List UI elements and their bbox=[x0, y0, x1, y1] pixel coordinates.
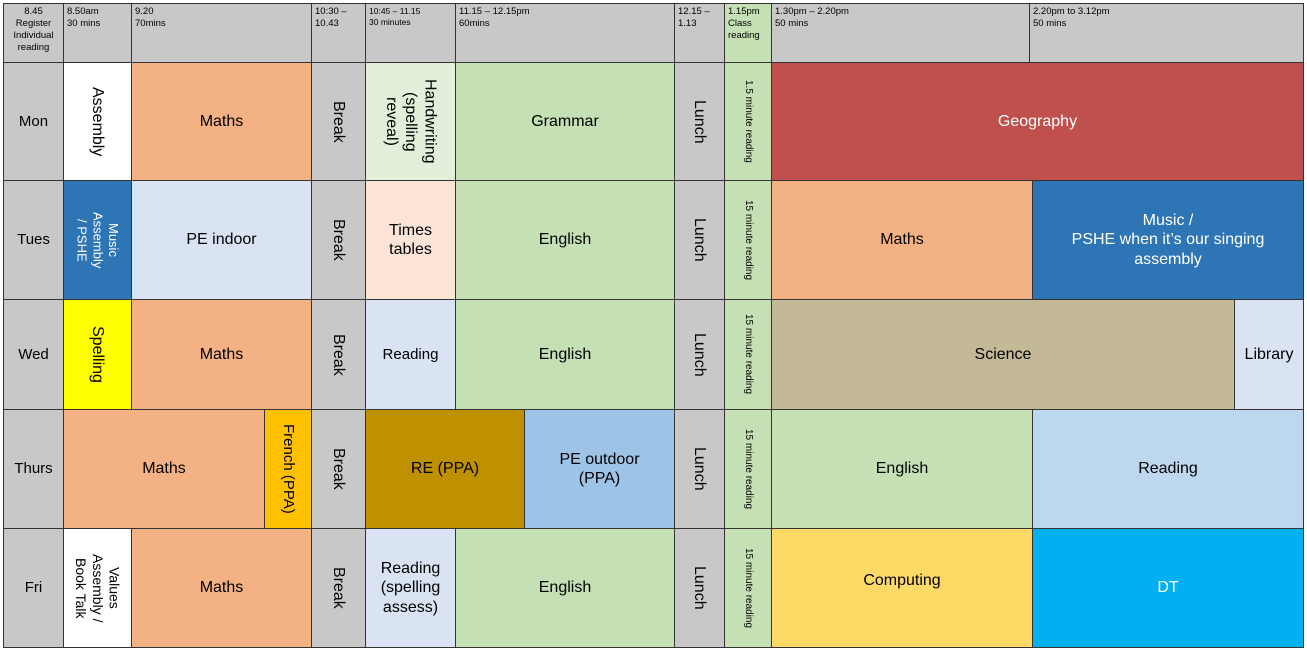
wed-english: English bbox=[455, 299, 675, 410]
day-mon: Mon bbox=[3, 62, 64, 181]
fri-class-reading: 15 minute reading bbox=[724, 528, 772, 648]
day-tue: Tues bbox=[3, 180, 64, 300]
tue-lunch: Lunch bbox=[674, 180, 725, 300]
fri-break: Break bbox=[311, 528, 366, 648]
header-1115: 11.15 – 12.15pm 60mins bbox=[455, 3, 675, 63]
header-1045: 10:45 – 11.15 30 minutes bbox=[365, 3, 456, 63]
wed-science: Science bbox=[771, 299, 1235, 410]
thu-lunch: Lunch bbox=[674, 409, 725, 529]
fri-lunch: Lunch bbox=[674, 528, 725, 648]
thu-class-reading: 15 minute reading bbox=[724, 409, 772, 529]
day-thu: Thurs bbox=[3, 409, 64, 529]
header-220: 2.20pm to 3.12pm 50 mins bbox=[1029, 3, 1304, 63]
thu-maths: Maths bbox=[63, 409, 265, 529]
tue-times-tables: Times tables bbox=[365, 180, 456, 300]
tue-pe-indoor: PE indoor bbox=[131, 180, 312, 300]
mon-assembly: Assembly bbox=[63, 62, 132, 181]
mon-handwriting: Handwriting (spelling reveal) bbox=[365, 62, 456, 181]
wed-reading: Reading bbox=[365, 299, 456, 410]
fri-values-assembly: Values Assembly / Book Talk bbox=[63, 528, 132, 648]
fri-reading: Reading (spelling assess) bbox=[365, 528, 456, 648]
header-850: 8.50am 30 mins bbox=[63, 3, 132, 63]
header-130: 1.30pm – 2.20pm 50 mins bbox=[771, 3, 1030, 63]
fri-dt: DT bbox=[1032, 528, 1304, 648]
timetable: 8.45 Register Individual reading 8.50am … bbox=[3, 3, 1304, 648]
thu-pe-outdoor: PE outdoor (PPA) bbox=[524, 409, 675, 529]
mon-class-reading: 1.5 minute reading bbox=[724, 62, 772, 181]
tue-music-pshe: Music / PSHE when it’s our singing assem… bbox=[1032, 180, 1304, 300]
mon-grammar: Grammar bbox=[455, 62, 675, 181]
header-1030: 10:30 – 10.43 bbox=[311, 3, 366, 63]
wed-lunch: Lunch bbox=[674, 299, 725, 410]
thu-english: English bbox=[771, 409, 1033, 529]
wed-library: Library bbox=[1234, 299, 1304, 410]
tue-english: English bbox=[455, 180, 675, 300]
thu-french: French (PPA) bbox=[264, 409, 312, 529]
wed-maths: Maths bbox=[131, 299, 312, 410]
wed-spelling: Spelling bbox=[63, 299, 132, 410]
thu-reading: Reading bbox=[1032, 409, 1304, 529]
day-fri: Fri bbox=[3, 528, 64, 648]
thu-break: Break bbox=[311, 409, 366, 529]
fri-maths: Maths bbox=[131, 528, 312, 648]
header-115: 1.15pm Class reading bbox=[724, 3, 772, 63]
header-register: 8.45 Register Individual reading bbox=[3, 3, 64, 63]
wed-break: Break bbox=[311, 299, 366, 410]
tue-break: Break bbox=[311, 180, 366, 300]
tue-class-reading: 15 minute reading bbox=[724, 180, 772, 300]
thu-re: RE (PPA) bbox=[365, 409, 525, 529]
header-1215: 12.15 – 1.13 bbox=[674, 3, 725, 63]
header-920: 9.20 70mins bbox=[131, 3, 312, 63]
mon-maths: Maths bbox=[131, 62, 312, 181]
mon-break: Break bbox=[311, 62, 366, 181]
tue-music-assembly: Music Assembly / PSHE bbox=[63, 180, 132, 300]
mon-geography: Geography bbox=[771, 62, 1304, 181]
wed-class-reading: 15 minute reading bbox=[724, 299, 772, 410]
fri-english: English bbox=[455, 528, 675, 648]
mon-lunch: Lunch bbox=[674, 62, 725, 181]
day-wed: Wed bbox=[3, 299, 64, 410]
tue-maths: Maths bbox=[771, 180, 1033, 300]
fri-computing: Computing bbox=[771, 528, 1033, 648]
